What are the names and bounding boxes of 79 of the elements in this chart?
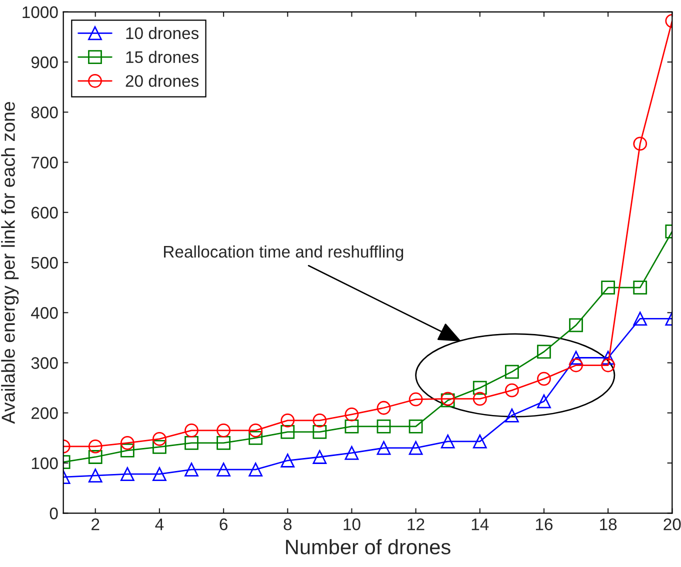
point — [184, 423, 198, 438]
point — [248, 462, 263, 476]
point — [88, 468, 102, 482]
point — [408, 392, 423, 406]
point — [280, 454, 295, 468]
point — [344, 407, 359, 422]
point — [601, 280, 616, 295]
point — [120, 467, 134, 481]
y-tick-label: 800 — [31, 106, 58, 118]
point — [376, 441, 391, 455]
point — [537, 372, 551, 386]
x-tick-label: 18 — [600, 518, 617, 530]
point — [601, 358, 616, 372]
point — [504, 408, 519, 422]
x-tick-label: 8 — [284, 518, 292, 530]
point — [248, 431, 263, 445]
y-tick-label: 200 — [32, 407, 58, 420]
y-tick-label: 1000 — [22, 6, 58, 18]
legend-label: 20 drones — [126, 74, 199, 87]
point — [633, 280, 648, 295]
y-tick-label: 700 — [32, 156, 58, 168]
point — [216, 462, 230, 476]
x-tick-label: 4 — [155, 518, 164, 530]
y-tick-label: 0 — [50, 508, 58, 520]
point — [472, 392, 487, 406]
point — [312, 450, 327, 464]
point — [472, 434, 487, 448]
point — [280, 413, 295, 428]
y-tick-label: 300 — [31, 357, 58, 369]
point — [601, 350, 616, 365]
point — [504, 383, 519, 398]
x-tick-label: 10 — [344, 518, 360, 530]
point — [248, 423, 263, 438]
annotation: Reallocation time and reshuffling — [164, 245, 404, 261]
point — [280, 424, 295, 439]
x-tick-label: 14 — [472, 518, 489, 530]
x-tick-label: 6 — [220, 518, 228, 530]
point — [152, 432, 166, 446]
y-tick-label: 400 — [31, 307, 58, 319]
point — [120, 444, 134, 458]
point — [472, 380, 487, 395]
point — [88, 450, 102, 464]
point — [120, 436, 134, 450]
x-tick-label: 16 — [536, 518, 553, 530]
x-axis-title: Number of drones — [286, 539, 450, 554]
point — [440, 434, 455, 448]
point — [216, 423, 230, 438]
point — [569, 358, 583, 372]
point — [408, 441, 423, 455]
point — [504, 364, 519, 379]
point — [344, 419, 359, 434]
point — [537, 394, 551, 408]
point — [633, 136, 648, 151]
y-axis-title: Available energy per link for each zone — [1, 102, 19, 424]
y-tick-label: 600 — [32, 206, 58, 219]
point — [376, 419, 391, 434]
y-tick-label: 900 — [31, 56, 58, 68]
point — [312, 413, 327, 428]
legend-label: 15 drones — [126, 50, 199, 64]
point — [152, 467, 166, 481]
point — [88, 440, 102, 454]
x-tick-label: 2 — [92, 518, 100, 530]
x-tick-label: 12 — [408, 518, 424, 530]
point — [569, 318, 583, 332]
point — [184, 462, 198, 476]
point — [344, 446, 359, 460]
point — [152, 440, 166, 454]
y-tick-label: 100 — [32, 457, 58, 470]
point — [633, 312, 648, 326]
point — [408, 419, 423, 434]
point — [569, 350, 583, 365]
y-tick-label: 500 — [31, 256, 58, 269]
point — [216, 436, 230, 450]
legend-label: 10 drones — [126, 26, 199, 40]
point — [184, 436, 198, 450]
point — [312, 424, 327, 439]
point — [537, 344, 551, 359]
x-tick-label: 20 — [664, 518, 681, 530]
point — [376, 400, 391, 415]
